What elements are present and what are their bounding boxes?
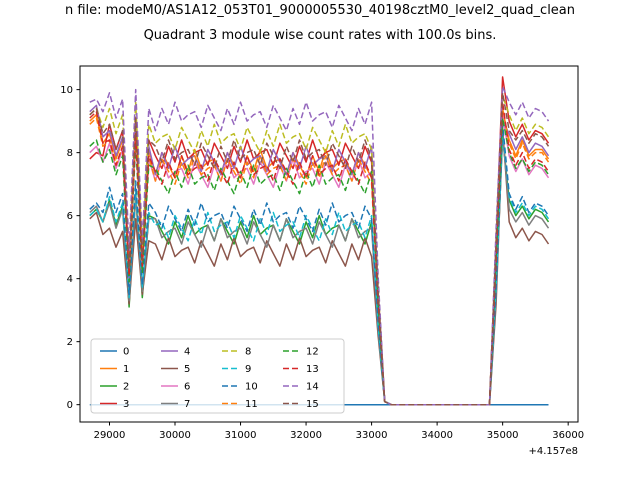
x-tick-label: 36000: [552, 430, 584, 441]
x-tick-label: 32000: [290, 430, 322, 441]
legend-label-9: 9: [245, 364, 251, 375]
legend-label-2: 2: [123, 382, 129, 393]
legend-label-3: 3: [123, 399, 129, 410]
legend-label-11: 11: [245, 399, 258, 410]
y-tick-label: 4: [67, 274, 73, 285]
legend-label-4: 4: [184, 347, 190, 358]
x-tick-label: 33000: [356, 430, 388, 441]
plot-title-subtitle: Quadrant 3 module wise count rates with …: [143, 28, 497, 43]
legend-label-7: 7: [184, 399, 190, 410]
y-tick-label: 6: [67, 211, 73, 222]
legend-label-6: 6: [184, 382, 190, 393]
series-lines: [89, 76, 550, 406]
x-tick-label: 34000: [421, 430, 453, 441]
x-tick-label: 30000: [159, 430, 191, 441]
series-line-12: [89, 117, 550, 406]
legend-label-10: 10: [245, 382, 258, 393]
x-tick-label: 29000: [94, 430, 126, 441]
y-tick-label: 0: [67, 400, 73, 411]
plot-title-filename: n file: modeM0/AS1A12_053T01_9000005530_…: [64, 3, 576, 18]
x-tick-label: 31000: [225, 430, 257, 441]
legend-frame: [90, 338, 345, 414]
legend-label-13: 13: [306, 364, 319, 375]
y-tick-label: 10: [60, 85, 73, 96]
y-tick-label: 2: [67, 337, 73, 348]
legend-label-0: 0: [123, 347, 129, 358]
legend-label-1: 1: [123, 364, 129, 375]
legend-label-15: 15: [306, 399, 319, 410]
y-tick-label: 8: [67, 148, 73, 159]
legend-label-12: 12: [306, 347, 319, 358]
y-axis: 0 2 4 6 8 10: [60, 85, 80, 411]
series-line-15: [89, 92, 550, 406]
legend-label-14: 14: [306, 382, 319, 393]
axes-spines: [79, 65, 579, 423]
x-axis-offset-label: +4.157e8: [528, 446, 578, 457]
x-tick-label: 35000: [487, 430, 519, 441]
x-axis: 29000 30000 31000 32000 33000 34000 35000 36000…: [94, 422, 584, 457]
legend-label-5: 5: [184, 364, 190, 375]
series-line-9: [89, 129, 550, 406]
legend-label-8: 8: [245, 347, 251, 358]
